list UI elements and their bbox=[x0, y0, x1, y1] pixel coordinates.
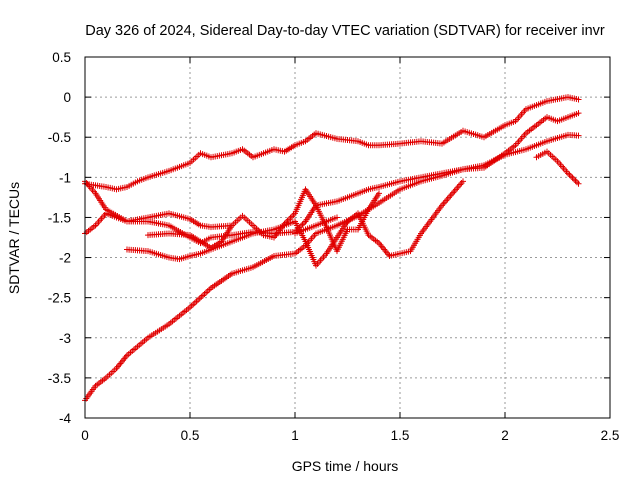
y-tick-label: -1.5 bbox=[48, 210, 71, 225]
y-tick-label: -1 bbox=[59, 170, 71, 185]
series-6 bbox=[145, 186, 382, 255]
data-point bbox=[376, 190, 382, 197]
data-point bbox=[301, 219, 307, 226]
data-point bbox=[569, 174, 576, 181]
data-point bbox=[299, 221, 306, 228]
series-1 bbox=[82, 131, 582, 404]
axis-ticks: 0 0.5 1 1.5 2 2.5 0.5 0 -0.5 -1 -1.5 -2 -2.5 -3 -3.5 -4 bbox=[48, 50, 620, 443]
y-tick-label: -3 bbox=[59, 331, 71, 346]
data-point bbox=[575, 96, 582, 103]
x-tick-label: 1 bbox=[291, 428, 299, 443]
series-7 bbox=[292, 214, 340, 237]
y-tick-label: -0.5 bbox=[48, 130, 71, 145]
y-tick-label: 0.5 bbox=[52, 50, 71, 65]
data-point bbox=[568, 173, 574, 180]
data-point bbox=[460, 178, 466, 185]
y-axis-label: SDTVAR / TECUs bbox=[6, 182, 22, 294]
data-point bbox=[572, 177, 579, 184]
data-points bbox=[82, 94, 582, 404]
x-tick-label: 0.5 bbox=[181, 428, 200, 443]
data-point bbox=[289, 213, 295, 220]
y-tick-label: -2.5 bbox=[48, 291, 71, 306]
x-tick-label: 1.5 bbox=[391, 428, 410, 443]
grid-lines bbox=[85, 57, 610, 418]
plot-frame bbox=[84, 56, 611, 419]
x-tick-label: 2 bbox=[501, 428, 509, 443]
series-2 bbox=[82, 94, 582, 193]
y-tick-label: 0 bbox=[63, 90, 71, 105]
y-tick-label: -2 bbox=[59, 251, 71, 266]
data-point bbox=[575, 180, 582, 187]
chart-title: Day 326 of 2024, Sidereal Day-to-day VTE… bbox=[85, 23, 605, 39]
data-point bbox=[574, 179, 580, 186]
x-tick-label: 0 bbox=[81, 428, 89, 443]
series-8 bbox=[533, 148, 582, 187]
y-tick-label: -3.5 bbox=[48, 371, 71, 386]
data-point bbox=[575, 132, 582, 139]
y-tick-label: -4 bbox=[59, 411, 71, 426]
x-tick-label: 2.5 bbox=[601, 428, 620, 443]
data-point bbox=[575, 110, 582, 117]
series-3 bbox=[82, 110, 582, 247]
data-point bbox=[334, 214, 340, 221]
x-axis-label: GPS time / hours bbox=[292, 458, 399, 474]
